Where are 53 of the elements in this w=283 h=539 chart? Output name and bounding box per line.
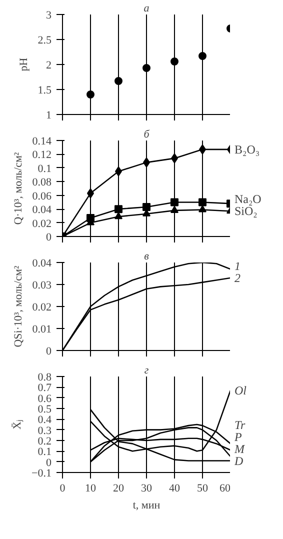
y-tick-label: 0.6 bbox=[38, 392, 52, 405]
series-label: D bbox=[234, 454, 244, 468]
x-tick-label: 60 bbox=[220, 482, 231, 494]
y-axis-title: QSi·10³, моль/см² bbox=[12, 265, 24, 348]
x-tick-label: 30 bbox=[141, 482, 152, 494]
series-label: M bbox=[234, 442, 246, 456]
y-tick-label: 0.06 bbox=[32, 190, 52, 202]
y-tick-label: 0 bbox=[46, 456, 52, 469]
series-label: SiO₂ bbox=[234, 204, 258, 218]
y-axis-title: pH bbox=[18, 58, 30, 72]
y-tick-label: 0.04 bbox=[32, 258, 52, 270]
y-tick-label: 1 bbox=[46, 110, 52, 122]
y-tick-label: 0.4 bbox=[38, 414, 52, 426]
chart-title: г bbox=[144, 364, 150, 376]
chart-title: а bbox=[144, 2, 150, 14]
y-tick-label: 0.1 bbox=[38, 446, 52, 458]
y-tick-label: 0.01 bbox=[32, 324, 52, 336]
y-tick-label: 2 bbox=[46, 60, 52, 72]
y-tick-label: 0.8 bbox=[38, 372, 52, 384]
series-label: B₂O₃ bbox=[234, 142, 260, 156]
x-tick-label: 10 bbox=[85, 482, 96, 494]
y-tick-label: 0.7 bbox=[38, 382, 52, 394]
y-tick-label: 1.5 bbox=[38, 84, 52, 96]
y-tick-label: 2.5 bbox=[38, 34, 52, 46]
y-tick-label: 0 bbox=[46, 346, 52, 358]
chart-title: в bbox=[144, 250, 150, 262]
y-tick-label: 3 bbox=[46, 10, 52, 22]
y-tick-label: 0.1 bbox=[38, 162, 52, 175]
y-tick-label: 0.02 bbox=[32, 302, 52, 314]
chart-title: б bbox=[144, 128, 150, 140]
y-tick-label: 0.12 bbox=[32, 149, 52, 162]
x-tick-label: 0 bbox=[60, 482, 66, 494]
y-tick-label: 0.14 bbox=[32, 136, 52, 148]
y-tick-label: 0.2 bbox=[38, 436, 52, 448]
x-tick-label: 50 bbox=[197, 482, 208, 494]
y-tick-label: 0.3 bbox=[38, 424, 52, 437]
x-axis-title: t, мин bbox=[132, 500, 160, 512]
y-axis-title: X̄ⱼ bbox=[12, 420, 24, 430]
y-tick-label: 0.03 bbox=[32, 280, 52, 292]
y-tick-label: 0.04 bbox=[32, 204, 52, 216]
series-label: Na₂O bbox=[234, 192, 262, 206]
series-label: Ol bbox=[234, 383, 248, 398]
y-tick-label: 0.08 bbox=[32, 176, 52, 189]
series-label: Tr bbox=[234, 418, 246, 432]
y-tick-label: −0.1 bbox=[32, 468, 52, 480]
y-axis-title: Q·10³, моль/см² bbox=[12, 152, 24, 225]
y-tick-label: 0.02 bbox=[32, 218, 52, 230]
x-tick-label: 40 bbox=[169, 482, 180, 494]
series-label: 2 bbox=[234, 270, 240, 285]
y-tick-label: 0 bbox=[46, 232, 52, 244]
series-label: P bbox=[234, 430, 242, 444]
y-tick-label: 0.5 bbox=[38, 404, 52, 416]
x-tick-label: 20 bbox=[113, 482, 124, 494]
